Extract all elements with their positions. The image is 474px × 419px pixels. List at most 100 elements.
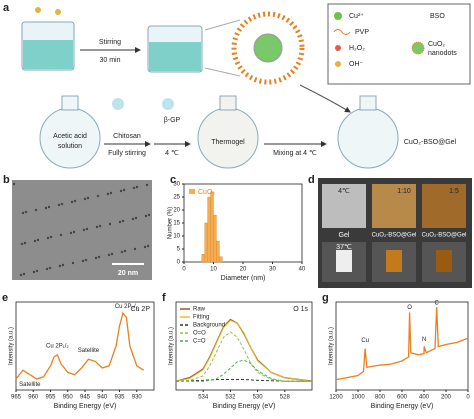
annotation: O <box>407 305 412 311</box>
legend-text: Cu²⁺ <box>349 13 364 20</box>
y-tick-label: 0 <box>177 260 181 266</box>
particle <box>49 235 53 239</box>
ion <box>35 7 41 13</box>
step-text: 30 min <box>99 57 120 64</box>
particle <box>60 202 64 206</box>
particle <box>131 217 135 221</box>
series-line <box>175 331 312 382</box>
y-axis-label: Number (%) <box>168 207 174 239</box>
x-tick-label: 20 <box>240 267 247 273</box>
particle <box>108 222 112 226</box>
particle <box>123 249 127 253</box>
bar <box>204 222 208 263</box>
x-tick-label: 930 <box>132 395 143 401</box>
bar <box>201 253 205 263</box>
legend-text: Raw <box>193 307 206 313</box>
x-tick-label: 10 <box>210 267 217 273</box>
panel-label: d <box>308 174 315 186</box>
nanodot <box>253 33 283 63</box>
particle <box>132 186 136 190</box>
particle <box>85 227 89 231</box>
flask-label: CuO₂-BSO@Gel <box>404 139 457 146</box>
particle <box>71 261 75 265</box>
legend-text: C=O <box>193 339 206 345</box>
particle <box>122 188 126 192</box>
annotation: Cu 2P₃/₂ <box>115 304 139 310</box>
particle <box>96 194 100 198</box>
particle <box>94 256 98 260</box>
x-tick-label: 40 <box>299 267 306 273</box>
particle <box>72 230 76 234</box>
particle <box>19 273 23 277</box>
particle <box>21 211 25 215</box>
flask-neck <box>219 95 237 111</box>
particle <box>95 225 99 229</box>
x-axis-label: Binding Energy (eV) <box>213 403 276 410</box>
panel-label: a <box>3 2 10 14</box>
x-tick-label: 935 <box>114 395 125 401</box>
annotation: Cu <box>361 338 369 344</box>
x-tick-label: 1200 <box>329 395 343 401</box>
particle <box>57 203 61 207</box>
bar <box>213 214 217 263</box>
flask-label: Acetic acid <box>53 133 87 140</box>
particle <box>144 214 148 218</box>
y-axis-label: Intensity (a.u.) <box>169 327 175 365</box>
photo <box>322 184 366 228</box>
particle <box>32 270 36 274</box>
series-line <box>176 359 312 382</box>
particle <box>83 197 87 201</box>
bead <box>162 98 174 110</box>
particle <box>46 236 50 240</box>
annotation: C <box>434 301 439 307</box>
particle <box>106 192 110 196</box>
flask-neck <box>359 95 377 111</box>
particle <box>22 272 26 276</box>
particle <box>12 182 16 186</box>
icon <box>333 29 351 35</box>
ion <box>55 9 61 15</box>
bar <box>216 240 220 263</box>
particle <box>143 245 147 249</box>
x-axis-label: Diameter (nm) <box>221 275 266 282</box>
scale-bar <box>112 263 144 265</box>
legend-box <box>327 3 471 85</box>
particle <box>135 185 139 189</box>
legend-text: OH⁻ <box>349 61 364 68</box>
x-tick-label: 530 <box>253 395 264 401</box>
legend-text: Fitting <box>193 315 209 321</box>
photos: d 4℃ 1:10 1:5 Gel CuO₂-BSO@Gel CuO₂-BSO@… <box>308 174 472 288</box>
axes-frame <box>15 301 155 391</box>
panel-label: b <box>3 174 10 186</box>
annotation: Cu 2P₁/₂ <box>46 344 69 350</box>
x-tick-label: 532 <box>225 395 236 401</box>
legend-text: Background <box>193 323 225 329</box>
panel-label: g <box>322 292 329 304</box>
particle <box>109 191 113 195</box>
step-text: Chitosan <box>113 133 141 140</box>
x-axis-label: Binding Energy (eV) <box>54 403 117 410</box>
series-line <box>335 307 469 381</box>
x-tick-label: 800 <box>375 395 386 401</box>
bead <box>112 98 124 110</box>
x-tick-label: 534 <box>198 395 209 401</box>
particle <box>97 255 101 259</box>
icon <box>411 41 425 55</box>
photo-label: CuO₂-BSO@Gel <box>422 233 467 239</box>
chart-title: Cu 2P <box>131 306 151 313</box>
particle <box>70 200 74 204</box>
photo-label: Gel <box>339 232 350 239</box>
particle <box>35 269 39 273</box>
micelle <box>231 11 305 85</box>
photo <box>422 184 466 228</box>
photo-label: CuO₂-BSO@Gel <box>372 233 417 239</box>
x-tick-label: 0 <box>466 395 470 401</box>
particle <box>20 242 24 246</box>
particle <box>134 216 138 220</box>
particle <box>118 220 122 224</box>
x-tick-label: 965 <box>11 395 22 401</box>
particle <box>24 210 28 214</box>
particle <box>147 213 151 217</box>
flask <box>337 107 399 169</box>
x-tick-label: 0 <box>182 267 186 273</box>
